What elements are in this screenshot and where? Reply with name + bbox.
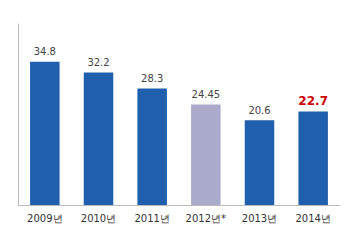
svg-text:2013년: 2013년 [242,213,277,224]
svg-text:2010년: 2010년 [81,213,116,224]
svg-text:2014년: 2014년 [295,213,330,224]
svg-text:20.6: 20.6 [248,105,270,116]
svg-text:32.2: 32.2 [87,57,109,68]
svg-text:22.7: 22.7 [298,94,328,108]
svg-text:2012년*: 2012년* [186,213,226,224]
svg-text:34.8: 34.8 [34,46,56,57]
svg-text:24.45: 24.45 [192,89,221,100]
svg-text:28.3: 28.3 [141,73,163,84]
svg-text:2009년: 2009년 [27,213,62,224]
svg-text:2011년: 2011년 [134,213,169,224]
